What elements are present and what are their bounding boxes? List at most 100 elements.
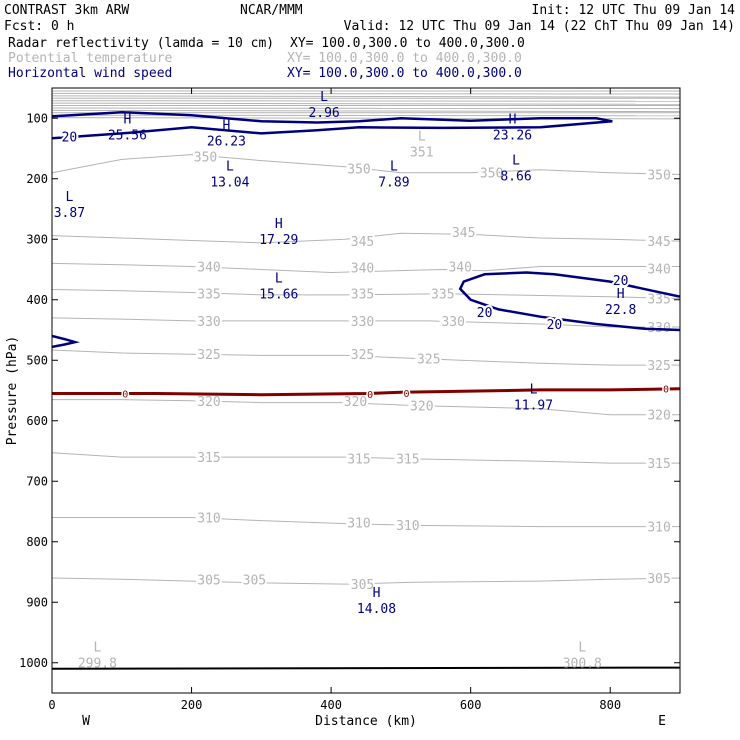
extremum-value: 14.08	[357, 602, 396, 617]
freezing-level-label: 0	[663, 385, 669, 396]
isentrope-label: 305	[243, 573, 266, 588]
upper-isentrope-line	[52, 100, 680, 102]
y-tick-label: 800	[26, 535, 48, 549]
isentrope-340	[52, 262, 680, 274]
isotach-20	[458, 271, 680, 332]
upper-isentrope-line	[52, 95, 680, 98]
isentrope-label: 345	[452, 226, 475, 241]
isentrope-label: 345	[351, 235, 374, 250]
isentrope-label: 315	[647, 457, 670, 472]
isentrope-label: 335	[351, 288, 374, 303]
y-axis-label: Pressure (hPa)	[5, 336, 20, 446]
ground-line	[51, 666, 681, 670]
isentrope-label: 325	[197, 348, 220, 363]
isentrope-345	[52, 232, 680, 244]
field-name-reflectivity: Radar reflectivity (lamda = 10 cm)	[8, 36, 274, 51]
isentrope-label: 320	[647, 409, 670, 424]
x-tick-label: 800	[599, 698, 621, 712]
isentrope-label: 325	[417, 352, 440, 367]
freezing-level-label: 0	[367, 390, 373, 401]
field-xy-theta: XY= 100.0,300.0 to 400.0,300.0	[287, 51, 522, 66]
extremum-value: 3.87	[54, 206, 85, 221]
isentrope-310	[52, 517, 680, 528]
isentrope-label: 310	[347, 516, 370, 531]
isotach-20	[52, 334, 80, 349]
extremum-value: 351	[410, 145, 433, 160]
extremum-marker-L: L	[226, 160, 234, 175]
extremum-value: 11.97	[514, 398, 553, 413]
isentrope-label: 340	[647, 262, 670, 277]
upper-isentrope-line	[52, 92, 680, 95]
east-end-label: E	[658, 714, 666, 729]
isentrope-label: 315	[396, 452, 419, 467]
upper-isentrope-line	[52, 109, 680, 113]
extremum-marker-L: L	[275, 272, 283, 287]
y-tick-label: 400	[26, 293, 48, 307]
isentrope-label: 320	[344, 395, 367, 410]
isentrope-325	[52, 349, 680, 366]
extremum-value: 26.23	[207, 135, 246, 150]
y-tick-label: 100	[26, 111, 48, 125]
isentrope-label: 310	[197, 512, 220, 527]
plot-area: 350 350 350 350 345 345 345 340 340 340 340 335 335 3…	[5, 87, 681, 729]
isentrope-label: 320	[410, 400, 433, 415]
isentrope-label: 335	[431, 288, 454, 303]
isentrope-label: 340	[197, 261, 220, 276]
extremum-marker-L: L	[578, 641, 586, 656]
isentrope-label: 325	[647, 359, 670, 374]
isentrope-330	[52, 317, 680, 328]
freezing-level-label: 0	[403, 389, 409, 400]
isentrope-label: 310	[396, 519, 419, 534]
isentrope-label: 315	[347, 452, 370, 467]
x-tick-label: 0	[48, 698, 55, 712]
isentrope-335	[52, 289, 680, 299]
extremum-marker-H: H	[509, 113, 517, 128]
extremum-value: 23.26	[493, 129, 532, 144]
field-name-wind: Horizontal wind speed	[8, 66, 172, 81]
extremum-value: 299.8	[78, 657, 117, 672]
isentrope-350	[52, 154, 680, 175]
extremum-value: 17.29	[259, 233, 298, 248]
isentrope-label: 310	[647, 521, 670, 536]
field-xy-reflectivity: XY= 100.0,300.0 to 400.0,300.0	[290, 36, 525, 51]
extremum-marker-H: H	[222, 119, 230, 134]
extremum-value: 7.89	[378, 176, 409, 191]
isentrope-315	[52, 452, 680, 464]
isentrope-label: 350	[480, 167, 503, 182]
isentrope-label: 330	[441, 315, 464, 330]
isentrope-label: 330	[197, 315, 220, 330]
extremum-value: 300.8	[563, 657, 602, 672]
extremum-marker-H: H	[275, 217, 283, 232]
forecast-hour: Fcst: 0 h	[4, 19, 74, 34]
isotach-20	[52, 110, 613, 140]
extremum-value: 13.04	[210, 176, 249, 191]
freezing-level-line	[52, 387, 681, 397]
y-tick-label: 600	[26, 414, 48, 428]
upper-isentrope-line	[52, 102, 680, 105]
y-tick-label: 1000	[19, 656, 48, 670]
isentrope-label: 305	[197, 573, 220, 588]
extremum-marker-L: L	[93, 641, 101, 656]
organization: NCAR/MMM	[240, 3, 303, 18]
extremum-value: 8.66	[500, 170, 531, 185]
extremum-marker-L: L	[390, 160, 398, 175]
y-tick-label: 700	[26, 474, 48, 488]
isentrope-label: 315	[197, 451, 220, 466]
field-xy-wind: XY= 100.0,300.0 to 400.0,300.0	[287, 66, 522, 81]
isentrope-label: 320	[197, 395, 220, 410]
y-tick-label: 300	[26, 232, 48, 246]
isentrope-305	[52, 577, 680, 585]
y-tick-label: 500	[26, 353, 48, 367]
model-title: CONTRAST 3km ARW	[4, 3, 129, 18]
isentrope-label: 335	[197, 288, 220, 303]
field-name-theta: Potential temperature	[8, 51, 173, 66]
west-end-label: W	[82, 714, 90, 729]
x-tick-label: 600	[460, 698, 482, 712]
extremum-marker-H: H	[123, 113, 131, 128]
extremum-value: 22.8	[605, 303, 636, 318]
extremum-marker-H: H	[373, 586, 381, 601]
upper-isentrope-line	[52, 114, 680, 117]
extremum-value: 15.66	[259, 288, 298, 303]
y-tick-label: 200	[26, 172, 48, 186]
